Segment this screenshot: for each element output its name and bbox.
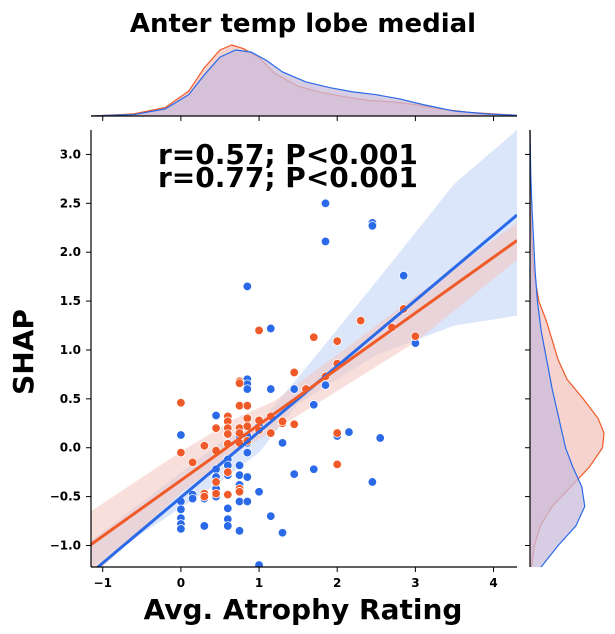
scatter-plot-area [91,130,517,567]
x-tick-label: 2 [333,576,341,590]
data-point [176,398,186,408]
data-point [254,560,264,567]
confidence-band-0 [91,130,517,567]
x-axis-label: Avg. Atrophy Rating [144,593,463,626]
annotation-blue-correlation: r=0.57; P<0.001 [158,138,418,171]
data-point [234,526,245,536]
data-point [187,457,198,468]
data-point [344,427,354,437]
data-point [223,467,233,477]
data-point [242,447,253,458]
marginal-x-density [90,44,518,121]
data-point [367,221,378,231]
y-tick-label: 1.0 [60,343,81,357]
data-point [242,400,253,411]
y-axis-label: SHAP [7,309,40,395]
data-point [223,503,233,514]
data-point [242,496,253,507]
x-tick-label: 1 [255,576,263,590]
data-point [309,464,319,474]
data-point [234,470,245,480]
y-tick-label: 0.0 [60,441,81,455]
axes: −1 0 1 2 3 4 −1.0 −0.5 0.0 0.5 1.0 1.5 2.0 2.5 3.0 [50,130,517,590]
data-point [211,477,221,487]
y-tick-label: 2.5 [60,196,81,210]
data-point [266,511,276,521]
y-tick-label: 1.5 [60,294,81,308]
data-point [289,419,299,429]
data-point [367,477,378,487]
data-point [242,472,253,482]
y-tick-label: 3.0 [60,147,81,161]
x-tick-label: 4 [489,576,497,590]
data-point [234,460,245,471]
data-point [199,491,210,502]
data-point [223,521,233,531]
data-point [176,504,186,515]
data-point [277,416,288,427]
y-tick-label: 0.5 [60,392,81,406]
data-point [187,493,198,504]
data-point [289,384,299,394]
data-point [254,487,264,497]
data-point [223,429,233,439]
data-point [234,496,245,507]
data-point [375,433,385,443]
data-point [332,459,342,470]
marginal-x-fill-1 [91,49,517,116]
marginal-y-curve-1 [529,129,586,568]
y-tick-label: 2.0 [60,245,81,259]
data-point [176,524,186,534]
data-point [242,384,253,394]
data-point [277,528,288,538]
data-point [266,323,276,334]
data-point [242,413,253,424]
data-point [309,400,319,410]
y-tick-label: −0.5 [50,490,81,504]
data-point [242,281,253,292]
data-point [234,378,245,388]
data-point [234,400,245,411]
data-point [266,384,276,394]
chart-title: Anter temp lobe medial [130,9,476,39]
data-point [223,489,233,500]
data-point [320,236,331,247]
data-point [309,332,319,342]
y-tick-label: −1.0 [50,538,81,552]
data-point [355,315,366,326]
data-point [211,410,221,421]
data-point [176,430,186,440]
data-point [320,380,331,390]
annotation-orange-correlation: r=0.77; P<0.001 [158,161,418,194]
x-tick-label: −1 [94,576,112,590]
data-point [266,428,276,438]
data-point [234,487,245,497]
data-point [176,447,186,458]
marginal-x-curve-1 [90,49,518,117]
data-point [332,428,342,438]
data-point [199,441,210,451]
data-point [242,421,253,431]
data-point [289,469,299,479]
data-point [211,423,221,433]
data-point [254,325,264,336]
marginal-y-density [525,129,605,568]
data-point [199,521,210,531]
x-tick-label: 0 [177,576,185,590]
data-point [277,438,288,448]
data-point [410,331,421,341]
data-point [320,198,331,209]
x-tick-label: 3 [411,576,419,590]
marginal-y-fill-1 [530,130,585,567]
data-point [211,488,221,499]
data-point [332,336,342,346]
data-point [289,367,299,378]
data-point [398,270,409,281]
regression-line-1 [91,239,517,546]
